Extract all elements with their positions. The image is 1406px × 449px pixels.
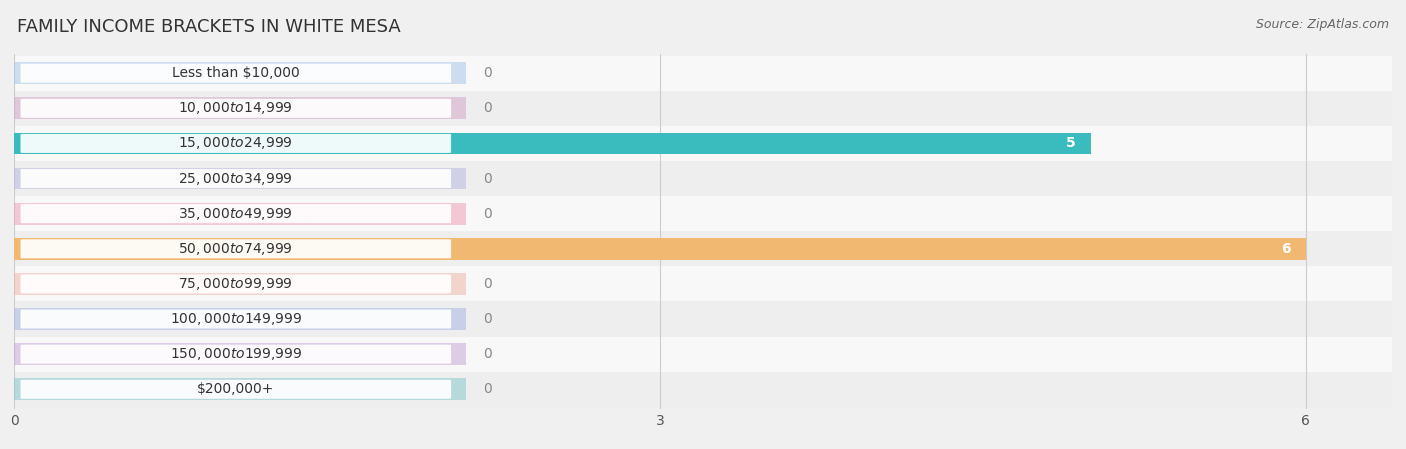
Bar [14,62,467,84]
Text: 0: 0 [484,172,492,185]
FancyBboxPatch shape [21,239,451,258]
FancyBboxPatch shape [21,169,451,188]
Text: FAMILY INCOME BRACKETS IN WHITE MESA: FAMILY INCOME BRACKETS IN WHITE MESA [17,18,401,36]
Text: 0: 0 [484,207,492,220]
Text: Source: ZipAtlas.com: Source: ZipAtlas.com [1256,18,1389,31]
FancyBboxPatch shape [21,274,451,293]
Text: 6: 6 [1281,242,1291,256]
Text: 5: 5 [1066,136,1076,150]
Text: $25,000 to $34,999: $25,000 to $34,999 [179,171,294,186]
FancyBboxPatch shape [21,345,451,364]
Bar [14,379,467,400]
Text: 0: 0 [484,312,492,326]
Bar [14,132,1091,154]
Text: 0: 0 [484,101,492,115]
Text: Less than $10,000: Less than $10,000 [172,66,299,80]
Text: $35,000 to $49,999: $35,000 to $49,999 [179,206,294,222]
Bar [0,372,1406,407]
Text: $150,000 to $199,999: $150,000 to $199,999 [170,346,302,362]
Text: $200,000+: $200,000+ [197,382,274,396]
Bar [14,273,467,295]
Bar [14,238,1306,260]
FancyBboxPatch shape [21,309,451,329]
Bar [0,266,1406,301]
FancyBboxPatch shape [21,99,451,118]
Bar [14,97,467,119]
Bar [14,308,467,330]
FancyBboxPatch shape [21,64,451,83]
Bar [0,337,1406,372]
Text: $15,000 to $24,999: $15,000 to $24,999 [179,136,294,151]
Bar [0,231,1406,266]
Text: 0: 0 [484,277,492,291]
Bar [0,301,1406,337]
FancyBboxPatch shape [21,204,451,223]
Text: $100,000 to $149,999: $100,000 to $149,999 [170,311,302,327]
Bar [14,167,467,189]
FancyBboxPatch shape [21,134,451,153]
Text: $10,000 to $14,999: $10,000 to $14,999 [179,100,294,116]
Text: 0: 0 [484,347,492,361]
Text: $50,000 to $74,999: $50,000 to $74,999 [179,241,294,257]
Bar [14,203,467,224]
Text: $75,000 to $99,999: $75,000 to $99,999 [179,276,294,292]
Bar [0,196,1406,231]
FancyBboxPatch shape [21,380,451,399]
Bar [0,161,1406,196]
Bar [0,56,1406,91]
Bar [14,343,467,365]
Text: 0: 0 [484,66,492,80]
Bar [0,91,1406,126]
Text: 0: 0 [484,382,492,396]
Bar [0,126,1406,161]
